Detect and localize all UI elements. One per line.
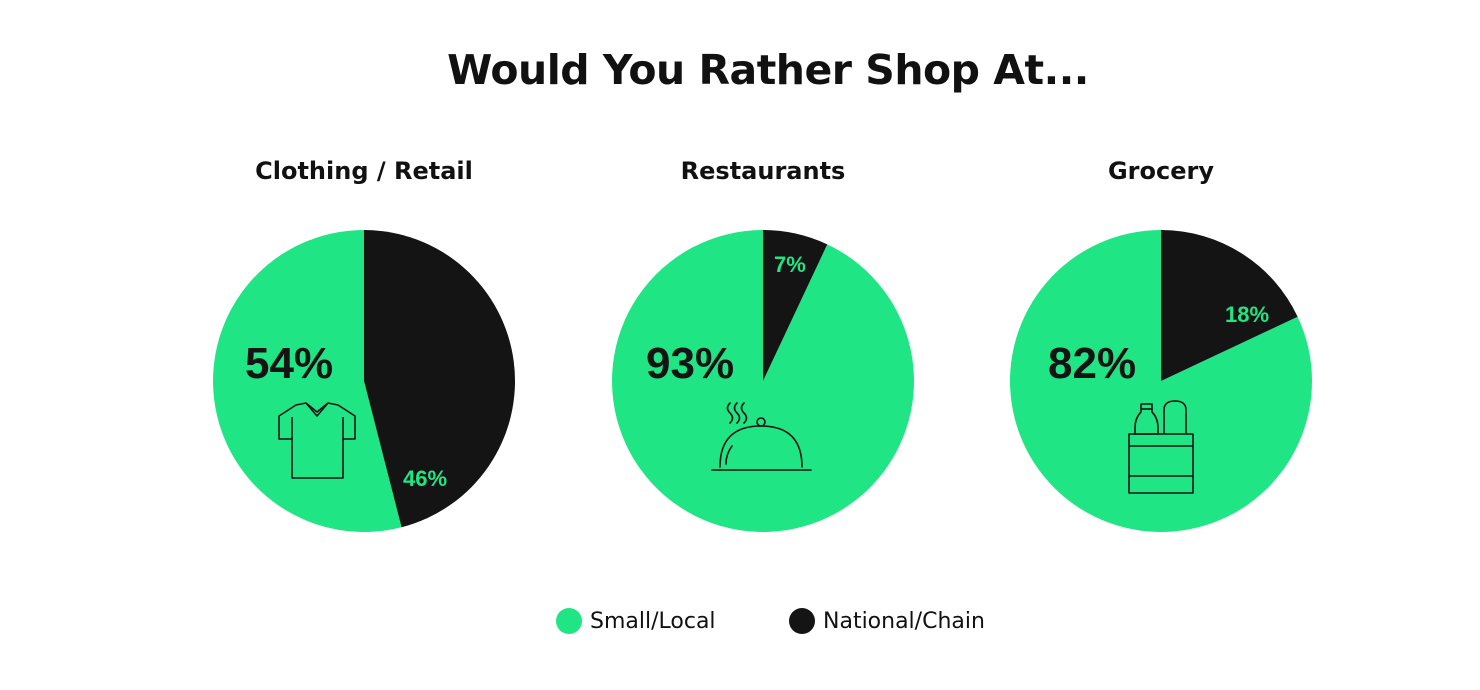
legend-swatch-national-chain [789, 608, 815, 634]
t-shirt-icon [278, 402, 356, 479]
slice-small-local [1009, 230, 1312, 533]
legend-swatch-small-local [556, 608, 582, 634]
legend-label: National/Chain [823, 608, 985, 634]
legend-label: Small/Local [590, 608, 716, 634]
slice-national-chain [1161, 230, 1298, 381]
pie-title-restaurants: Restaurants [680, 157, 846, 185]
grocery-bag-icon [1128, 400, 1194, 494]
slice-label-small-local: 93% [646, 339, 734, 388]
pie-title-clothing: Clothing / Retail [255, 157, 473, 185]
slice-label-small-local: 54% [245, 339, 333, 388]
slice-label-national-chain: 18% [1225, 302, 1269, 327]
pie-restaurants: 93% 7% [611, 230, 914, 532]
pie-title-grocery: Grocery [1107, 157, 1214, 185]
slice-label-national-chain: 7% [774, 252, 806, 277]
slice-national-chain [763, 230, 828, 381]
slice-label-national-chain: 46% [403, 466, 447, 491]
food-cloche-icon [711, 402, 812, 471]
chart-title: Would You Rather Shop At... [447, 46, 1089, 94]
legend-item-national-chain: National/Chain [789, 606, 985, 636]
slice-small-local [611, 230, 914, 532]
pie-clothing: 54% 46% [213, 230, 516, 532]
slice-label-small-local: 82% [1048, 339, 1136, 388]
legend-item-small-local: Small/Local [556, 606, 716, 636]
slice-small-local [213, 230, 402, 532]
pie-grocery: 82% 18% [1009, 230, 1312, 533]
slice-national-chain [364, 230, 516, 528]
